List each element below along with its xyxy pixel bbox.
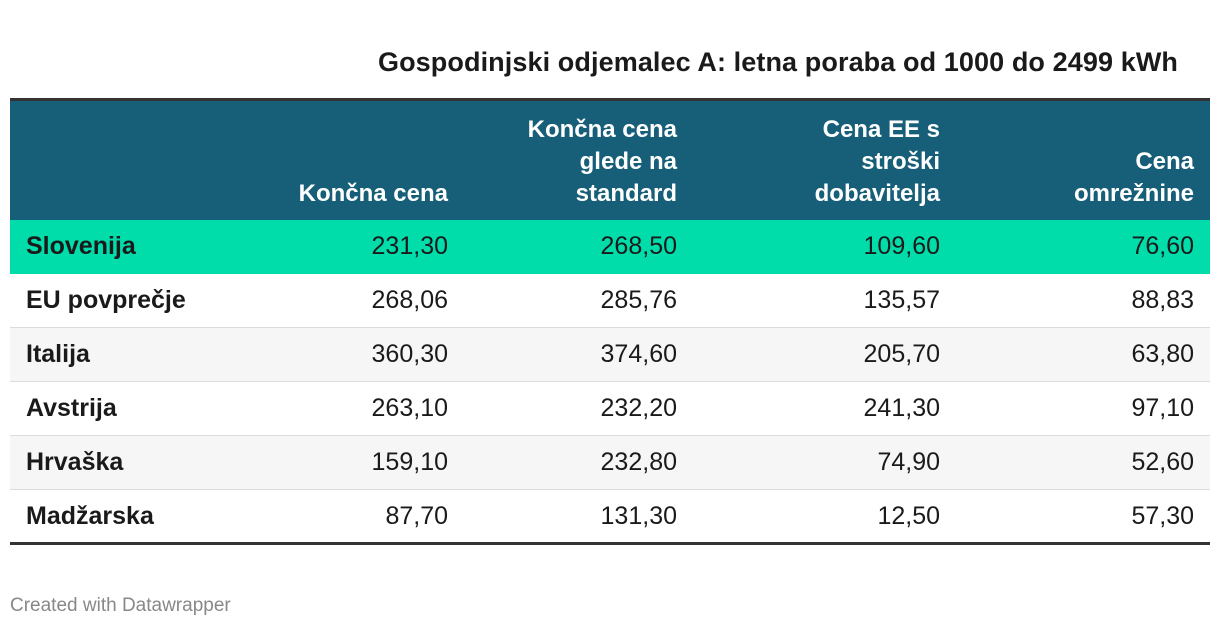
table-cell: 159,10 bbox=[264, 435, 464, 490]
table-cell: 232,20 bbox=[464, 381, 693, 436]
table-row: Italija 360,30 374,60 205,70 63,80 bbox=[10, 327, 1210, 382]
table-body: Slovenija 231,30 268,50 109,60 76,60 EU povpr… bbox=[10, 219, 1210, 545]
table-cell: 74,90 bbox=[693, 435, 956, 490]
table-row: Madžarska 87,70 131,30 12,50 57,30 bbox=[10, 489, 1210, 545]
table-row: Slovenija 231,30 268,50 109,60 76,60 bbox=[10, 219, 1210, 274]
table-cell: 268,50 bbox=[464, 219, 693, 274]
column-header-country bbox=[10, 98, 264, 220]
table-row: Avstrija 263,10 232,20 241,30 97,10 bbox=[10, 381, 1210, 436]
row-label: Italija bbox=[10, 327, 264, 382]
data-table: Končna cena Končna cena glede na standard Ce… bbox=[10, 98, 1210, 545]
table-cell: 63,80 bbox=[956, 327, 1210, 382]
table-cell: 131,30 bbox=[464, 489, 693, 545]
column-header-3: Cena EE s stroški dobavitelja bbox=[693, 98, 956, 220]
table-row: Hrvaška 159,10 232,80 74,90 52,60 bbox=[10, 435, 1210, 490]
table-cell: 285,76 bbox=[464, 273, 693, 328]
table-row: EU povprečje 268,06 285,76 135,57 88,83 bbox=[10, 273, 1210, 328]
table-cell: 87,70 bbox=[264, 489, 464, 545]
table-cell: 135,57 bbox=[693, 273, 956, 328]
row-label: Avstrija bbox=[10, 381, 264, 436]
row-label: EU povprečje bbox=[10, 273, 264, 328]
table-cell: 374,60 bbox=[464, 327, 693, 382]
table-cell: 97,10 bbox=[956, 381, 1210, 436]
table-title: Gospodinjski odjemalec A: letna poraba o… bbox=[377, 47, 1178, 77]
table-cell: 109,60 bbox=[693, 219, 956, 274]
row-label: Slovenija bbox=[10, 219, 264, 274]
column-header-4: Cena omrežnine bbox=[956, 98, 1210, 220]
table-cell: 268,06 bbox=[264, 273, 464, 328]
table-cell: 57,30 bbox=[956, 489, 1210, 545]
table-cell: 12,50 bbox=[693, 489, 956, 545]
table-cell: 232,80 bbox=[464, 435, 693, 490]
footer-credit: Created with Datawrapper bbox=[10, 595, 231, 616]
table-cell: 76,60 bbox=[956, 219, 1210, 274]
table-cell: 263,10 bbox=[264, 381, 464, 436]
table-cell: 52,60 bbox=[956, 435, 1210, 490]
table-header-row: Končna cena Končna cena glede na standard Ce… bbox=[10, 98, 1210, 220]
column-header-2: Končna cena glede na standard bbox=[464, 98, 693, 220]
table-cell: 241,30 bbox=[693, 381, 956, 436]
table-cell: 231,30 bbox=[264, 219, 464, 274]
column-header-1: Končna cena bbox=[264, 98, 464, 220]
table-cell: 205,70 bbox=[693, 327, 956, 382]
table-cell: 88,83 bbox=[956, 273, 1210, 328]
row-label: Madžarska bbox=[10, 489, 264, 545]
data-table-container: Končna cena Končna cena glede na standard Ce… bbox=[10, 98, 1210, 545]
row-label: Hrvaška bbox=[10, 435, 264, 490]
table-cell: 360,30 bbox=[264, 327, 464, 382]
